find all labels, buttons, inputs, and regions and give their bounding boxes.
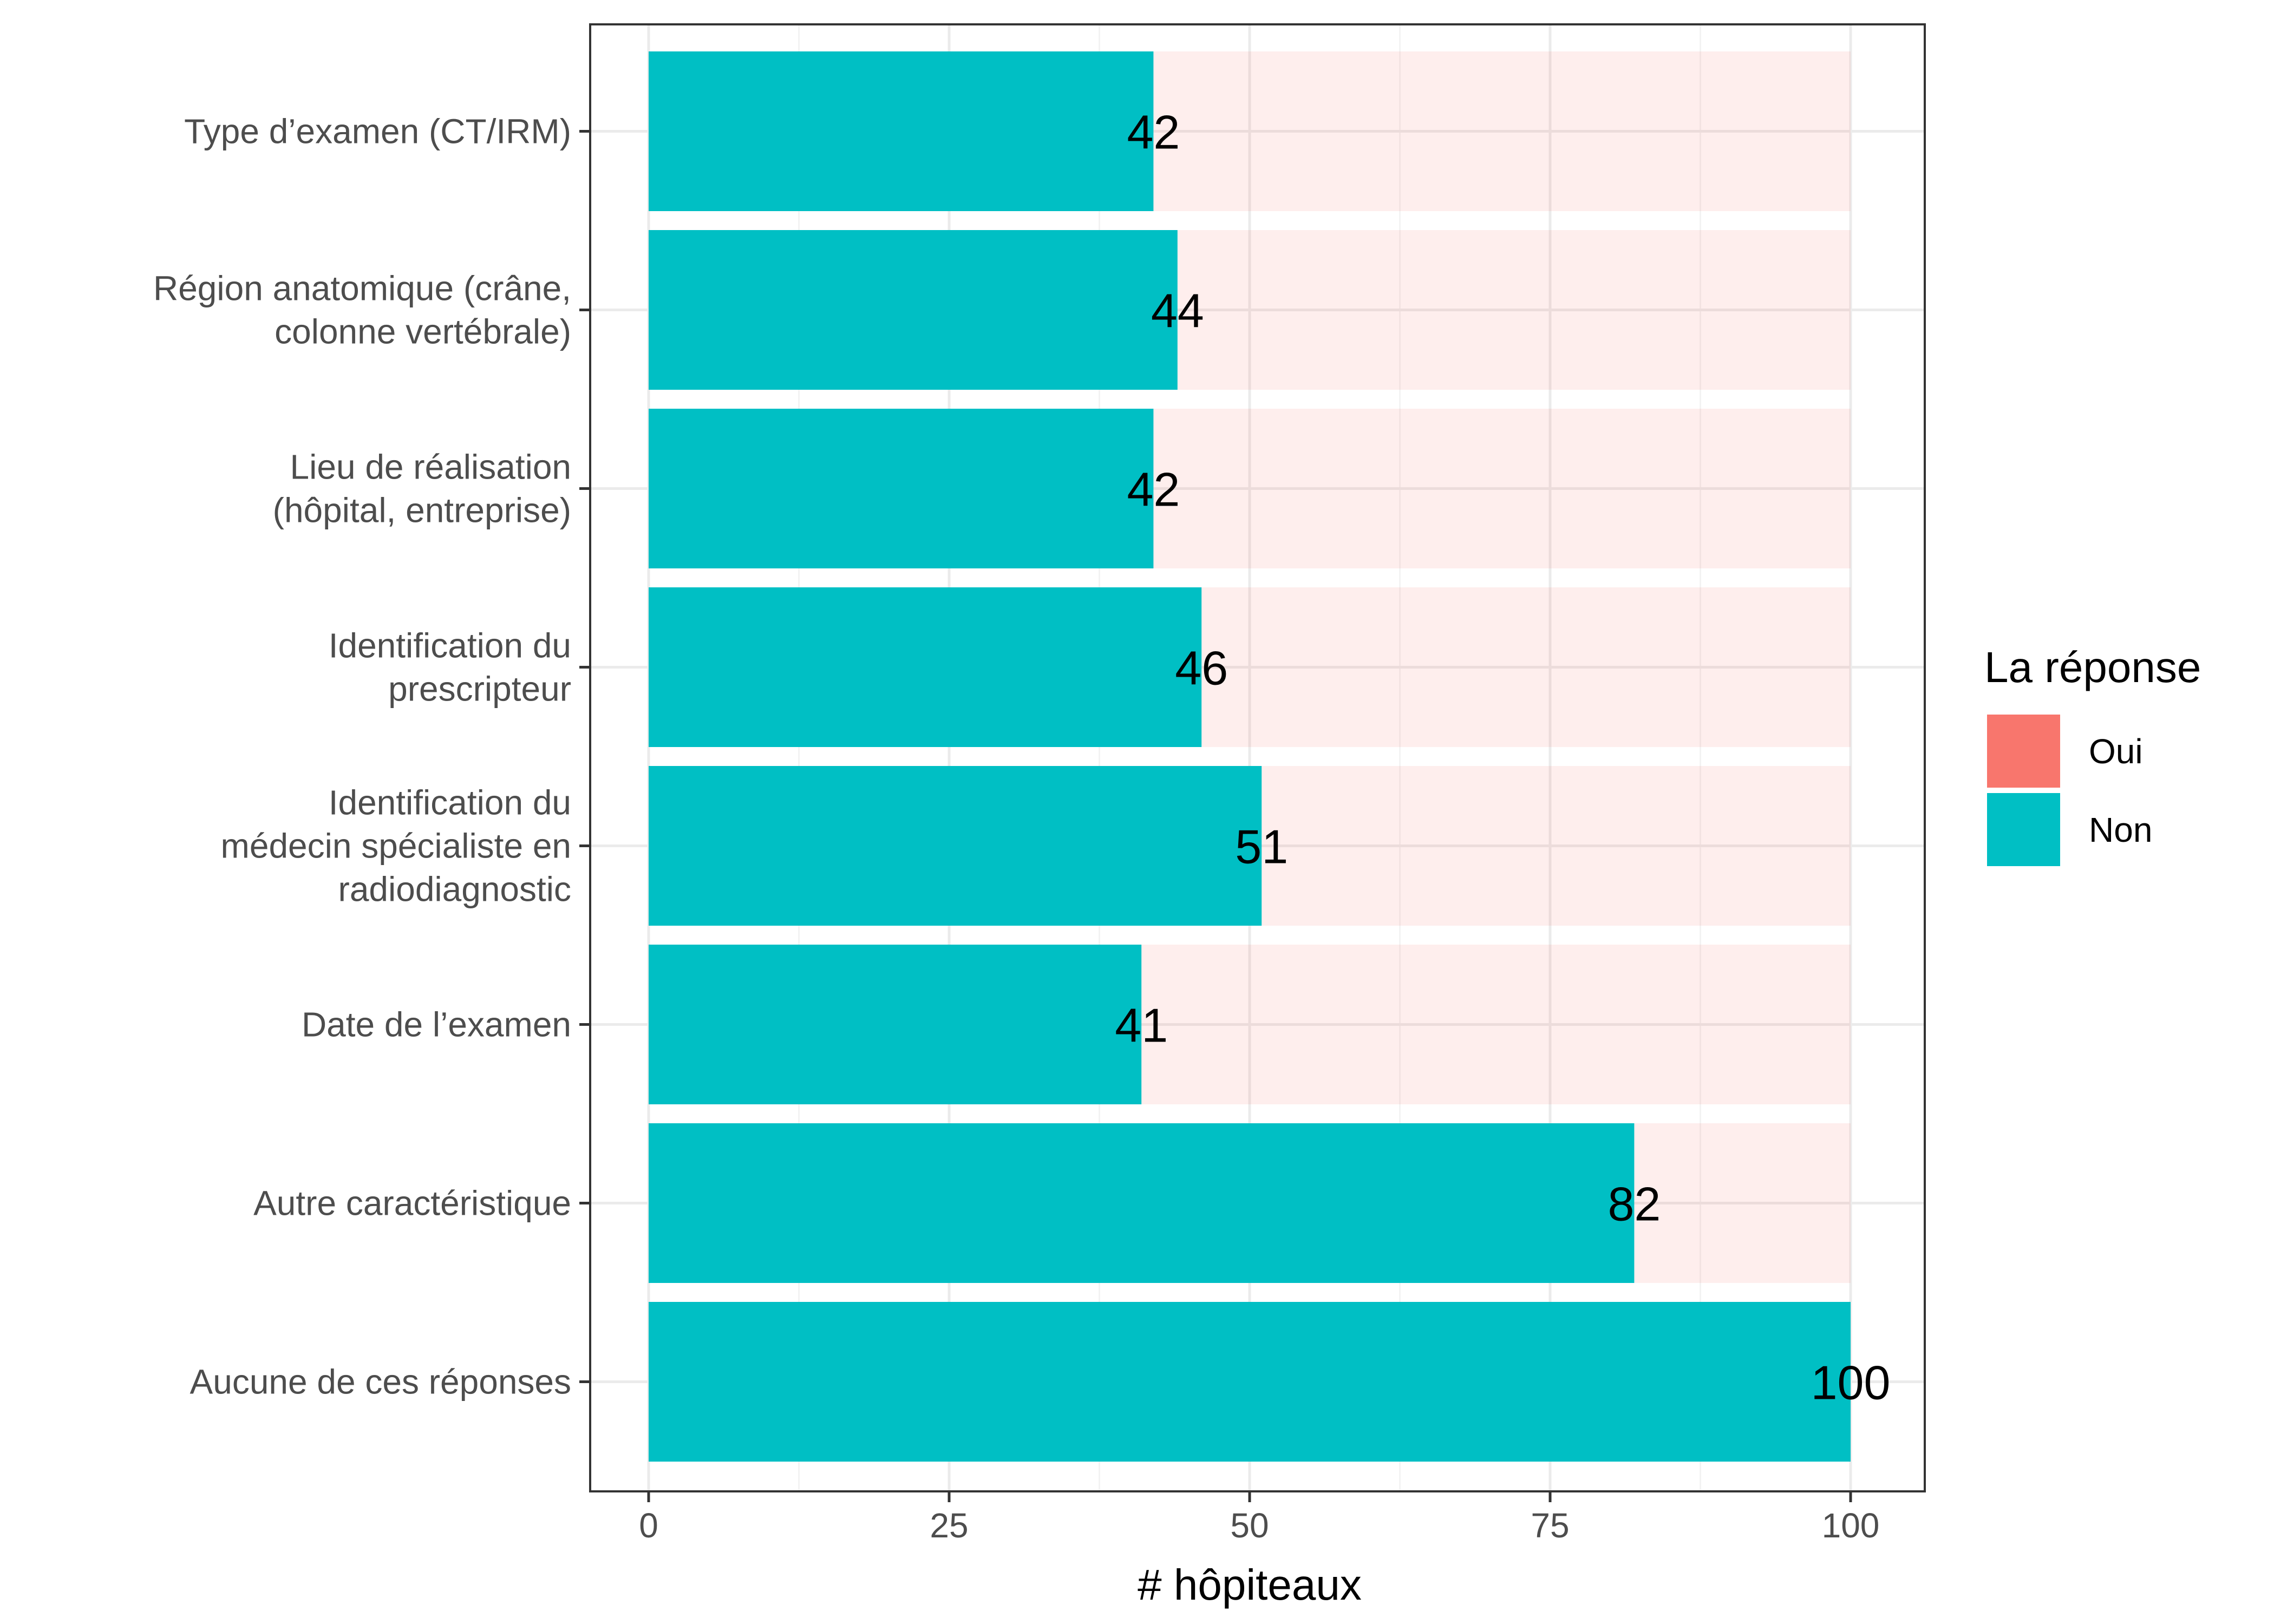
y-tick-label-line: Identification du <box>329 783 571 822</box>
x-tick-label: 75 <box>1531 1506 1569 1545</box>
y-tick-label: Région anatomique (crâne, colonne vertébr… <box>153 269 571 351</box>
data-label: 51 <box>1235 820 1288 874</box>
panel-border <box>589 23 1926 1492</box>
data-label: 100 <box>1811 1356 1891 1410</box>
y-tick-label-line: Date de l’examen <box>302 1005 571 1044</box>
bar-non <box>649 587 1202 747</box>
data-label: 46 <box>1175 641 1228 695</box>
data-label: 42 <box>1127 106 1180 159</box>
y-tick-label: Identification du prescripteur <box>329 626 571 709</box>
bar-non <box>649 1123 1635 1283</box>
legend-key-oui <box>1987 715 2060 788</box>
x-axis-title: # hôpiteaux <box>1138 1561 1362 1609</box>
data-label: 41 <box>1115 999 1168 1052</box>
bar-oui <box>1201 587 1851 747</box>
bar-oui <box>1177 230 1851 390</box>
x-tick-label: 0 <box>639 1506 658 1545</box>
bar-oui <box>1262 766 1851 926</box>
y-tick-label: Autre caractéristique <box>253 1184 571 1223</box>
legend-title: La réponse <box>1984 643 2201 691</box>
bar-non <box>649 945 1142 1104</box>
bar-non <box>649 230 1178 390</box>
y-tick-label: Lieu de réalisation (hôpital, entreprise) <box>273 448 571 530</box>
y-tick-label-line: médecin spécialiste en <box>221 827 571 866</box>
bar-non <box>649 1302 1851 1462</box>
x-axis: 0 25 50 75 100 <box>639 1491 1879 1545</box>
data-label: 44 <box>1151 284 1204 338</box>
y-tick-label: Date de l’examen <box>302 1005 571 1044</box>
y-tick-label-line: prescripteur <box>388 670 571 709</box>
bar-oui <box>1153 409 1851 568</box>
y-tick-label-line: colonne vertébrale) <box>275 312 571 351</box>
y-tick-label-line: Type d’examen (CT/IRM) <box>184 112 571 151</box>
bars <box>649 51 1851 1462</box>
data-labels: 42 44 42 46 51 41 82 100 <box>1115 106 1890 1410</box>
x-tick-label: 50 <box>1230 1506 1269 1545</box>
bar-non <box>649 409 1154 568</box>
y-tick-label-line: (hôpital, entreprise) <box>273 491 571 530</box>
data-label: 42 <box>1127 463 1180 516</box>
bar-oui <box>1141 945 1851 1104</box>
y-tick-label-line: Région anatomique (crâne, <box>153 269 571 308</box>
y-tick-label-line: Lieu de réalisation <box>290 448 571 487</box>
x-tick-label: 25 <box>930 1506 968 1545</box>
legend-label: Non <box>2089 810 2152 849</box>
x-tick-label: 100 <box>1822 1506 1880 1545</box>
y-tick-label-line: radiodiagnostic <box>338 870 572 909</box>
y-tick-label: Aucune de ces réponses <box>190 1363 571 1402</box>
bar-oui <box>1153 51 1851 211</box>
y-tick-label-line: Aucune de ces réponses <box>190 1363 571 1402</box>
y-tick-label: Type d’examen (CT/IRM) <box>184 112 571 151</box>
bar-non <box>649 51 1154 211</box>
bar-non <box>649 766 1262 926</box>
y-tick-label-line: Identification du <box>329 626 571 665</box>
y-tick-label-line: Autre caractéristique <box>253 1184 571 1223</box>
data-label: 82 <box>1608 1177 1661 1231</box>
legend-label: Oui <box>2089 732 2143 771</box>
y-axis: Type d’examen (CT/IRM) Région anatomique … <box>153 112 590 1402</box>
legend-key-non <box>1987 793 2060 866</box>
y-tick-label: Identification du médecin spécialiste en r… <box>221 783 571 909</box>
bar-oui <box>1634 1123 1851 1283</box>
legend: La réponse Oui Non <box>1984 643 2201 866</box>
